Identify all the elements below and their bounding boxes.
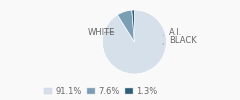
Wedge shape bbox=[102, 10, 166, 74]
Text: A.I.: A.I. bbox=[163, 28, 182, 37]
Text: BLACK: BLACK bbox=[163, 36, 197, 45]
Wedge shape bbox=[117, 10, 134, 42]
Text: WHITE: WHITE bbox=[88, 28, 115, 37]
Wedge shape bbox=[132, 10, 134, 42]
Legend: 91.1%, 7.6%, 1.3%: 91.1%, 7.6%, 1.3% bbox=[44, 87, 158, 96]
